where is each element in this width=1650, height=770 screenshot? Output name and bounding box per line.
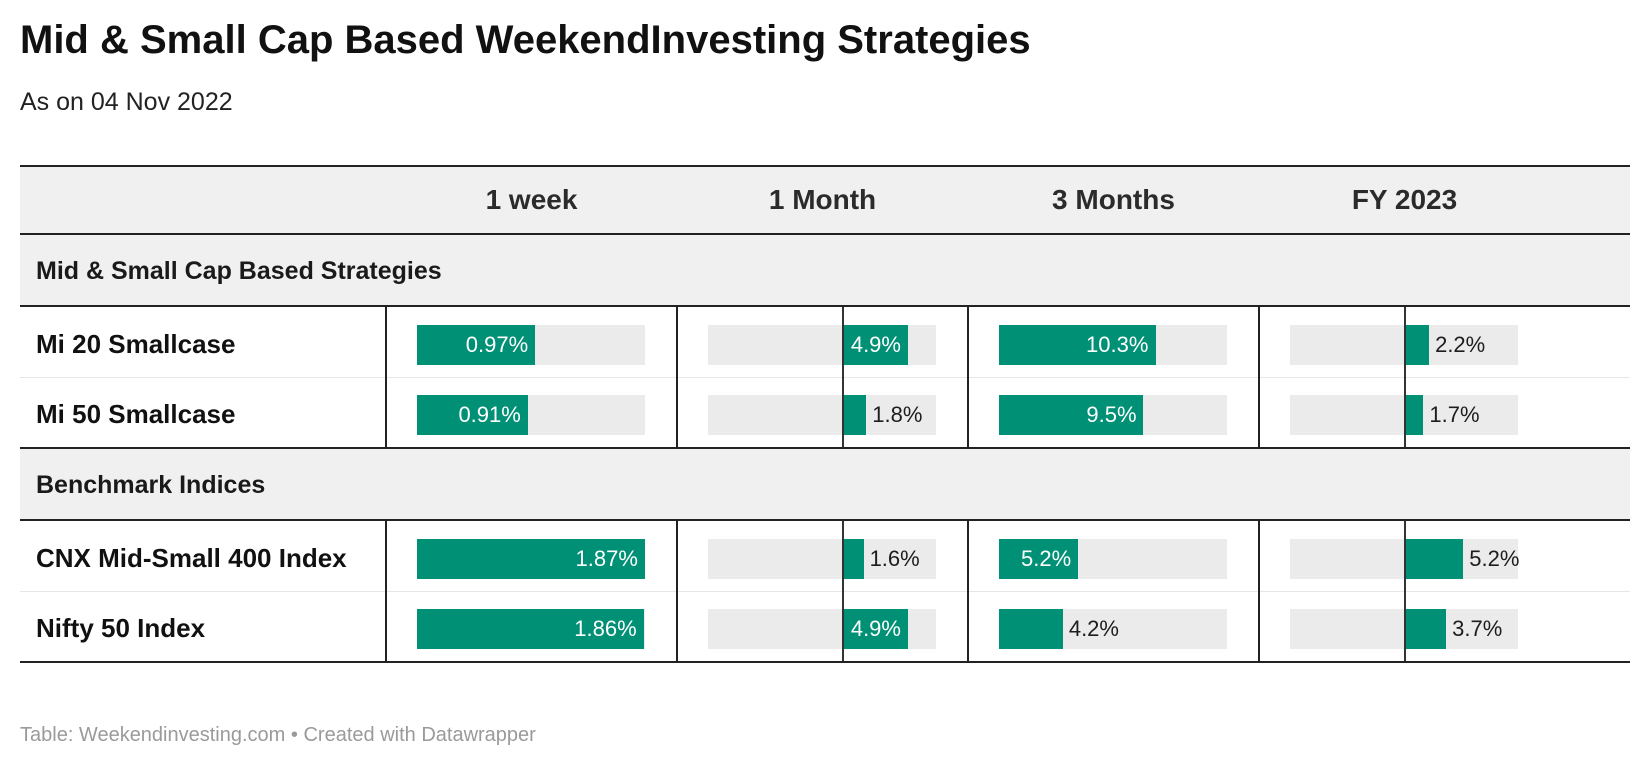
section-bottom-border <box>20 447 1630 449</box>
column-divider <box>676 307 678 447</box>
column-header: 1 week <box>485 184 578 215</box>
value-bar <box>842 395 867 435</box>
value-label: 1.8% <box>872 402 923 427</box>
value-label: 5.2% <box>1021 546 1072 571</box>
row-divider <box>20 377 1630 378</box>
value-bar <box>417 325 536 365</box>
value-label: 4.2% <box>1068 616 1119 641</box>
bar-cell: 9.5% <box>999 395 1227 435</box>
column-divider <box>1258 521 1260 661</box>
table-row: Mi 50 Smallcase 0.91% 1.8% 9.5% 1.7% <box>20 377 1630 447</box>
column-header: 3 Months <box>1052 184 1175 215</box>
section-bottom-border <box>20 661 1630 663</box>
section-header: Benchmark Indices <box>20 449 1630 521</box>
performance-table: 1 week 1 Month 3 Months FY 2023 Mid & Small … <box>20 165 1630 685</box>
value-bar <box>417 539 645 579</box>
column-divider <box>385 521 387 661</box>
column-divider <box>967 307 969 447</box>
column-header: FY 2023 <box>1351 184 1458 215</box>
zero-baseline <box>1404 521 1406 661</box>
value-label: 1.6% <box>869 546 920 571</box>
value-bar <box>1404 539 1464 579</box>
value-bar <box>842 325 908 365</box>
value-label: 10.3% <box>1086 332 1149 357</box>
bar-cell: 4.2% <box>999 609 1227 649</box>
bar-cell: 5.2% <box>999 539 1227 579</box>
value-label: 9.5% <box>1086 402 1137 427</box>
bar-cell: 1.87% <box>417 539 645 579</box>
bar-cell: 10.3% <box>999 325 1227 365</box>
row-label: CNX Mid-Small 400 Index <box>36 543 347 573</box>
value-label: 1.86% <box>574 616 637 641</box>
bar-cell: 0.97% <box>417 325 645 365</box>
chart-title: Mid & Small Cap Based WeekendInvesting S… <box>20 18 1031 62</box>
bar-cell: 1.8% <box>708 395 936 435</box>
value-label: 4.9% <box>850 332 901 357</box>
chart-subtitle: As on 04 Nov 2022 <box>20 88 233 116</box>
bar-cell: 1.6% <box>708 539 936 579</box>
value-bar <box>842 539 864 579</box>
column-divider <box>1258 307 1260 447</box>
footer-source: Table: Weekendinvesting.com <box>20 724 286 746</box>
table-header: 1 week 1 Month 3 Months FY 2023 <box>20 165 1630 235</box>
value-label: 2.2% <box>1435 332 1486 357</box>
value-bar <box>999 325 1156 365</box>
column-divider <box>676 521 678 661</box>
value-label: 5.2% <box>1469 546 1520 571</box>
zero-baseline <box>842 307 844 447</box>
row-label: Nifty 50 Index <box>36 613 206 643</box>
table-row: Nifty 50 Index 1.86% 4.9% 4.2% 3.7% <box>20 591 1630 661</box>
table-row: CNX Mid-Small 400 Index 1.87% 1.6% 5.2% 5.2% <box>20 521 1630 591</box>
column-divider <box>385 307 387 447</box>
row-label: Mi 20 Smallcase <box>36 329 236 359</box>
value-label: 0.91% <box>458 402 521 427</box>
column-header: 1 Month <box>768 184 877 215</box>
footer-credit: Created with Datawrapper <box>303 724 536 746</box>
section-header: Mid & Small Cap Based Strategies <box>20 235 1630 307</box>
value-bar <box>999 539 1079 579</box>
value-label: 3.7% <box>1452 616 1503 641</box>
bar-cell: 4.9% <box>708 609 936 649</box>
value-bar <box>417 395 528 435</box>
row-label: Mi 50 Smallcase <box>36 399 236 429</box>
value-bar <box>1404 609 1447 649</box>
row-divider <box>20 591 1630 592</box>
value-bar <box>842 609 908 649</box>
zero-baseline <box>842 521 844 661</box>
section-label: Benchmark Indices <box>36 471 266 499</box>
bar-cell: 4.9% <box>708 325 936 365</box>
value-bar <box>1404 395 1424 435</box>
value-bar <box>1404 325 1430 365</box>
value-bar <box>999 609 1063 649</box>
value-label: 1.7% <box>1429 402 1480 427</box>
table-row: Mi 20 Smallcase 0.97% 4.9% 10.3% 2.2% <box>20 307 1630 377</box>
value-label: 0.97% <box>465 332 529 357</box>
value-label: 1.87% <box>575 546 638 571</box>
bar-cell: 0.91% <box>417 395 645 435</box>
zero-baseline <box>1404 307 1406 447</box>
value-label: 4.9% <box>850 616 901 641</box>
value-bar <box>999 395 1144 435</box>
section-label: Mid & Small Cap Based Strategies <box>36 257 442 285</box>
column-divider <box>967 521 969 661</box>
bar-cell: 1.86% <box>417 609 645 649</box>
footer-separator: • <box>290 724 298 746</box>
value-bar <box>417 609 644 649</box>
chart-footer: Table: Weekendinvesting.com • Created wi… <box>20 724 536 747</box>
